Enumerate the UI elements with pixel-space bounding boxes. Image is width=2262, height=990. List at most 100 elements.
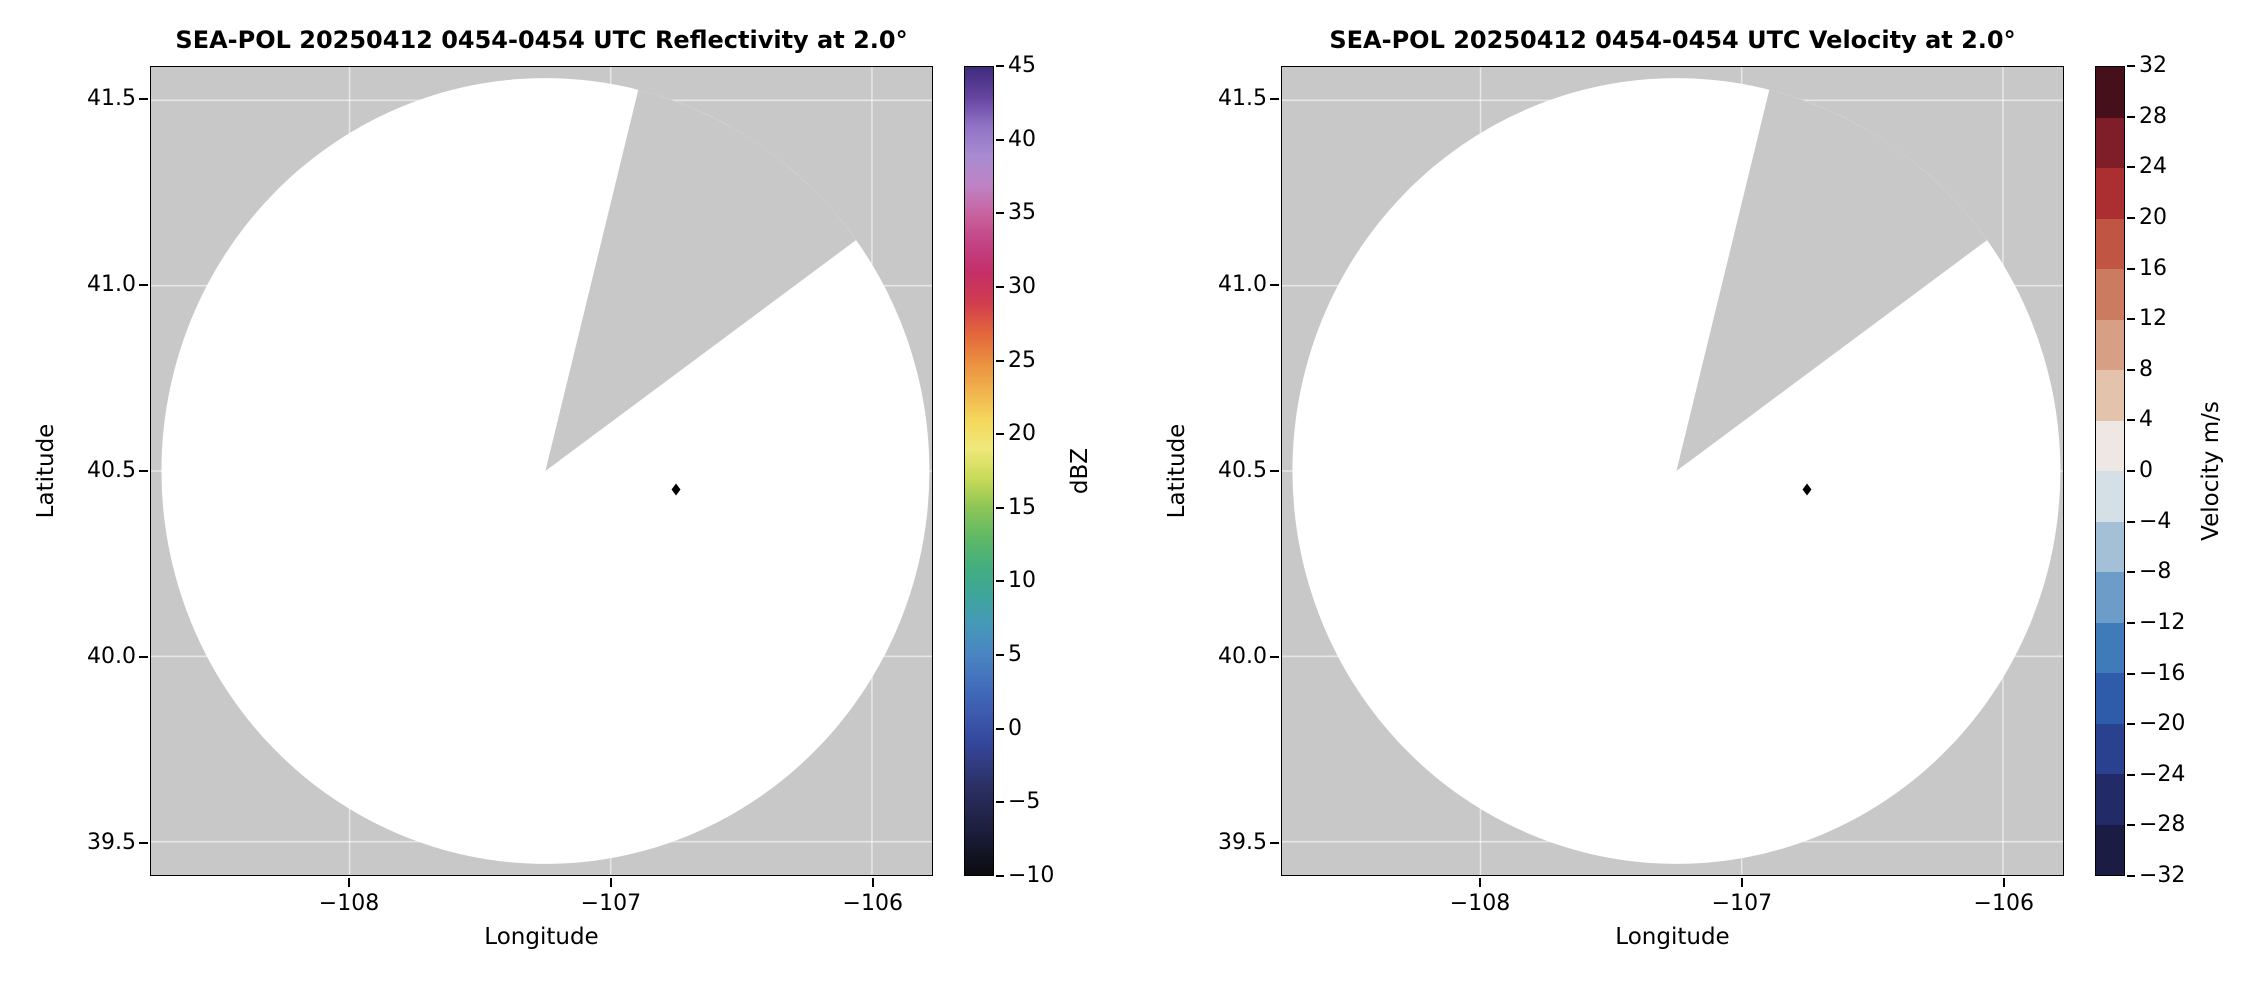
x-axis-label: Longitude <box>484 924 599 950</box>
colorbar-segment <box>2096 269 2124 320</box>
colorbar-tick-mark <box>2127 520 2135 523</box>
colorbar-tick-label: 10 <box>1008 568 1036 594</box>
colorbar-tick-label: 0 <box>1008 715 1022 741</box>
x-tick-mark <box>2002 878 2005 887</box>
y-tick-label: 41.0 <box>87 272 136 298</box>
colorbar-tick-mark <box>996 359 1004 362</box>
colorbar-tick-mark <box>2127 621 2135 624</box>
colorbar-segment <box>2096 420 2124 471</box>
reflectivity-colorbar <box>964 66 994 876</box>
colorbar-tick-mark <box>2127 824 2135 827</box>
y-tick-mark <box>1270 98 1279 101</box>
colorbar-tick-mark <box>996 285 1004 288</box>
colorbar-segment <box>2096 319 2124 370</box>
reflectivity-colorbar-label: dBZ <box>1067 447 1093 495</box>
colorbar-tick-mark <box>996 433 1004 436</box>
y-tick-mark <box>139 655 148 658</box>
velocity-panel: SEA-POL 20250412 0454-0454 UTC Velocity … <box>1131 0 2262 990</box>
velocity-colorbar <box>2095 66 2125 876</box>
reflectivity-title: SEA-POL 20250412 0454-0454 UTC Reflectiv… <box>175 26 908 54</box>
colorbar-tick-label: 5 <box>1008 642 1022 668</box>
colorbar-tick-label: 30 <box>1008 273 1036 299</box>
colorbar-segment <box>2096 673 2124 724</box>
colorbar-tick-mark <box>996 875 1004 877</box>
radar-site-marker <box>1802 483 1812 496</box>
y-tick-label: 40.0 <box>1218 643 1267 669</box>
x-axis-label: Longitude <box>1615 924 1730 950</box>
colorbar-tick-mark <box>996 506 1004 509</box>
velocity-title: SEA-POL 20250412 0454-0454 UTC Velocity … <box>1329 26 2016 54</box>
colorbar-segment <box>2096 723 2124 774</box>
colorbar-tick-mark <box>2127 672 2135 675</box>
colorbar-tick-mark <box>2127 216 2135 219</box>
y-tick-mark <box>139 470 148 472</box>
colorbar-tick-mark <box>2127 875 2135 877</box>
blocked-sector-wedge <box>1676 89 1988 472</box>
colorbar-tick-label: 32 <box>2139 53 2167 78</box>
colorbar-tick-label: 20 <box>2139 204 2167 230</box>
colorbar-segment <box>2096 471 2124 522</box>
x-tick-label: −108 <box>1449 891 1511 916</box>
colorbar-tick-label: −12 <box>2139 609 2186 635</box>
colorbar-tick-label: −16 <box>2139 660 2186 686</box>
colorbar-tick-label: 45 <box>1008 53 1036 78</box>
y-tick-label: 39.5 <box>87 829 136 855</box>
colorbar-segment <box>2096 117 2124 168</box>
colorbar-tick-label: 16 <box>2139 255 2167 281</box>
colorbar-segment <box>2096 774 2124 825</box>
x-tick-label: −107 <box>580 891 642 916</box>
y-tick-label: 40.5 <box>1218 458 1267 483</box>
colorbar-segment <box>2096 168 2124 219</box>
colorbar-tick-label: 8 <box>2139 356 2153 382</box>
blocked-sector-wedge <box>545 89 857 472</box>
colorbar-tick-label: 24 <box>2139 154 2167 180</box>
colorbar-tick-mark <box>996 138 1004 141</box>
y-tick-mark <box>139 841 148 844</box>
colorbar-tick-label: −28 <box>2139 812 2186 838</box>
colorbar-segment <box>2096 572 2124 623</box>
colorbar-tick-label: 4 <box>2139 407 2153 433</box>
y-tick-label: 39.5 <box>1218 829 1267 855</box>
colorbar-tick-mark <box>2127 318 2135 321</box>
colorbar-tick-label: −10 <box>1008 863 1055 888</box>
colorbar-segment <box>2096 370 2124 421</box>
x-tick-mark <box>871 878 874 887</box>
colorbar-tick-mark <box>996 580 1004 583</box>
colorbar-tick-mark <box>2127 166 2135 169</box>
radar-scan-svg <box>151 67 932 875</box>
colorbar-tick-label: −5 <box>1008 789 1041 815</box>
colorbar-tick-mark <box>996 212 1004 215</box>
colorbar-tick-label: −32 <box>2139 863 2186 888</box>
y-tick-label: 41.5 <box>87 86 136 112</box>
colorbar-segment <box>2096 218 2124 269</box>
colorbar-tick-mark <box>2127 773 2135 776</box>
colorbar-tick-label: 28 <box>2139 103 2167 129</box>
colorbar-tick-label: 15 <box>1008 494 1036 520</box>
y-tick-label: 40.5 <box>87 458 136 483</box>
colorbar-tick-mark <box>996 801 1004 804</box>
x-tick-label: −106 <box>842 891 903 916</box>
x-tick-mark <box>1740 878 1743 887</box>
colorbar-tick-mark <box>2127 470 2135 472</box>
colorbar-tick-mark <box>996 654 1004 657</box>
colorbar-segment <box>2096 824 2124 875</box>
colorbar-tick-label: 35 <box>1008 200 1036 226</box>
y-tick-mark <box>139 98 148 101</box>
y-tick-label: 40.0 <box>87 643 136 669</box>
colorbar-tick-mark <box>2127 571 2135 574</box>
colorbar-tick-label: −24 <box>2139 761 2186 787</box>
reflectivity-panel: SEA-POL 20250412 0454-0454 UTC Reflectiv… <box>33 26 1093 950</box>
colorbar-segment <box>2096 521 2124 572</box>
colorbar-tick-mark <box>2127 65 2135 67</box>
y-tick-mark <box>1270 841 1279 844</box>
y-tick-label: 41.5 <box>1218 86 1267 112</box>
colorbar-tick-mark <box>2127 368 2135 371</box>
colorbar-tick-label: −4 <box>2139 508 2172 534</box>
y-tick-mark <box>1270 470 1279 472</box>
colorbar-tick-label: −8 <box>2139 559 2172 585</box>
x-tick-mark <box>1479 878 1482 887</box>
y-tick-mark <box>1270 655 1279 658</box>
colorbar-tick-mark <box>2127 115 2135 118</box>
colorbar-tick-mark <box>2127 723 2135 726</box>
